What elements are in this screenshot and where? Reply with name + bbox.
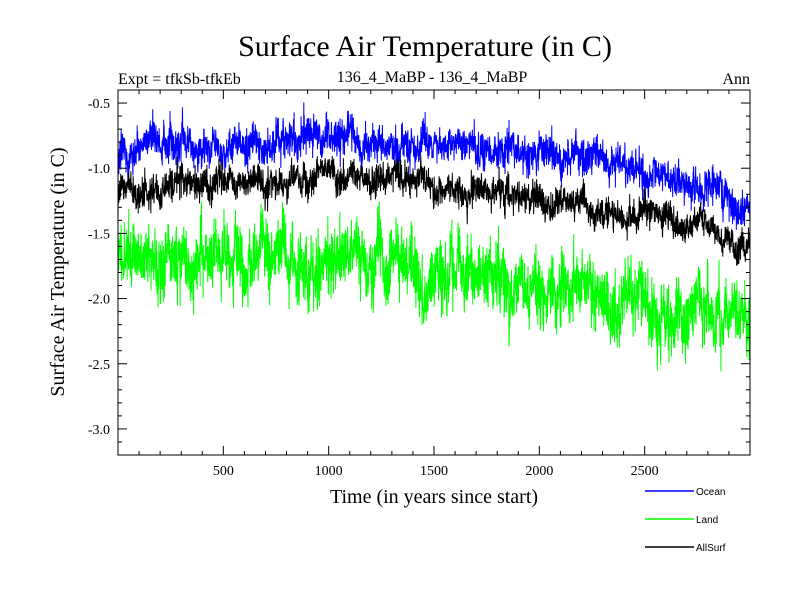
chart-subtitle-center: 136_4_MaBP - 136_4_MaBP — [337, 69, 528, 86]
legend-label-allsurf: AllSurf — [696, 543, 726, 554]
y-tick-label: -3.0 — [88, 423, 110, 438]
chart-subtitle-right: Ann — [722, 71, 750, 88]
y-tick-label: -0.5 — [88, 97, 110, 112]
x-tick-label: 1000 — [315, 464, 343, 479]
x-axis-ticks: 500 1000 1500 2000 2500 — [138, 90, 730, 479]
y-tick-label: -1.5 — [88, 227, 110, 242]
series-line-land — [117, 201, 751, 372]
y-axis-ticks: -0.5 -1.0 -1.5 -2.0 -2.5 -3.0 — [88, 97, 750, 443]
x-tick-label: 1500 — [420, 464, 448, 479]
y-tick-label: -2.5 — [88, 358, 110, 373]
chart-subtitle-left: Expt = tfkSb-tfkEb — [118, 71, 241, 88]
legend: Ocean Land AllSurf — [645, 487, 726, 554]
x-axis-label: Time (in years since start) — [330, 486, 538, 508]
y-tick-label: -1.0 — [88, 162, 110, 177]
series-line-ocean — [117, 102, 751, 230]
chart-title: Surface Air Temperature (in C) — [238, 30, 612, 63]
y-tick-label: -2.0 — [88, 293, 110, 308]
legend-label-land: Land — [696, 515, 718, 526]
y-axis-label: Surface Air Temperature (in C) — [47, 147, 69, 396]
x-tick-label: 2500 — [631, 464, 659, 479]
plot-series — [117, 102, 751, 372]
series-line-allsurf — [117, 155, 751, 266]
x-tick-label: 2000 — [525, 464, 553, 479]
x-tick-label: 500 — [213, 464, 234, 479]
legend-label-ocean: Ocean — [696, 487, 725, 498]
